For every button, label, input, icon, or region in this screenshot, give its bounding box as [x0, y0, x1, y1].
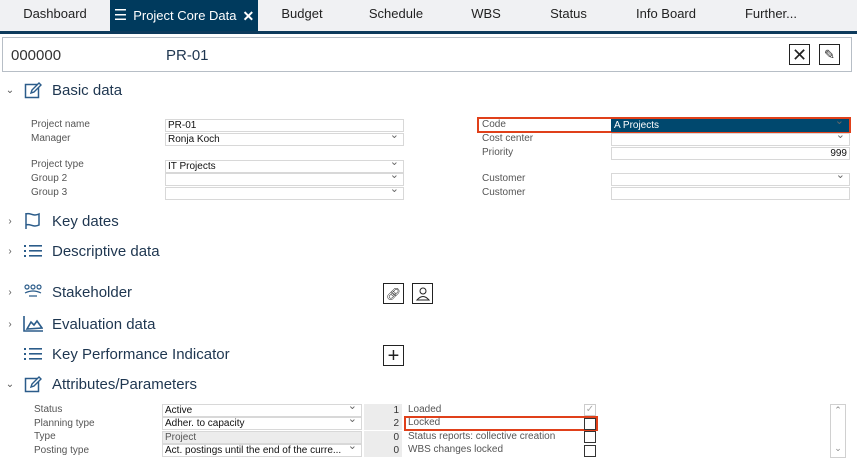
tab-info-board[interactable]: Info Board	[636, 6, 696, 21]
chevron-right-icon[interactable]: ›	[8, 286, 12, 298]
list-icon	[23, 243, 43, 259]
code-select[interactable]: A Projects	[611, 116, 849, 132]
people-icon	[23, 284, 43, 300]
link-icon: 🔗︎	[385, 286, 402, 301]
project-name-input[interactable]: PR-01	[165, 119, 404, 132]
person-button[interactable]	[412, 283, 433, 304]
label-status-reports: Status reports: collective creation	[408, 431, 556, 442]
label-project-type: Project type	[31, 159, 84, 170]
project-number: 000000	[11, 47, 62, 64]
label-cost-center: Cost center	[482, 133, 534, 144]
project-header: 000000 PR-01 ✕ ✎	[2, 37, 852, 72]
type-field: Project	[162, 431, 362, 444]
project-type-select[interactable]: IT Projects	[165, 157, 404, 173]
edit-icon	[23, 375, 43, 393]
plus-icon: +	[387, 344, 400, 367]
loaded-checkbox[interactable]: ✓	[584, 404, 596, 416]
tab-wbs[interactable]: WBS	[471, 6, 501, 21]
status-number: 1	[364, 404, 402, 417]
list-icon	[23, 346, 43, 362]
posting-type-select[interactable]: Act. postings until the end of the curre…	[162, 444, 362, 457]
priority-input[interactable]: 999	[611, 147, 850, 160]
group-2-select[interactable]	[165, 170, 404, 186]
code-highlight	[477, 117, 851, 133]
cost-center-select[interactable]	[611, 130, 850, 146]
add-kpi-button[interactable]: +	[383, 345, 404, 366]
manager-select[interactable]: Ronja Koch	[165, 130, 404, 146]
person-icon	[415, 287, 430, 300]
section-title: Key dates	[52, 212, 119, 230]
flag-icon	[23, 212, 43, 230]
label-locked: Locked	[408, 417, 441, 428]
scrollbar[interactable]: ⌃ ⌄	[830, 404, 846, 458]
section-title: Descriptive data	[52, 242, 160, 260]
wbs-changes-locked-checkbox[interactable]	[584, 445, 596, 457]
scroll-down-icon[interactable]: ⌄	[834, 443, 842, 453]
cancel-button[interactable]: ✕	[789, 44, 810, 65]
tab-further[interactable]: Further...	[744, 6, 798, 21]
tab-budget[interactable]: Budget	[281, 6, 323, 21]
tab-project-core-data[interactable]: ☰ Project Core Data ✕	[110, 0, 258, 31]
label-type: Type	[34, 431, 56, 442]
tab-schedule[interactable]: Schedule	[368, 6, 424, 21]
label-project-name: Project name	[31, 119, 90, 130]
tab-bar: Dashboard ☰ Project Core Data ✕ Budget S…	[0, 0, 857, 34]
customer-input[interactable]	[611, 187, 850, 200]
link-button[interactable]: 🔗︎	[383, 283, 404, 304]
section-evaluation-data[interactable]: › Evaluation data	[0, 314, 155, 334]
type-number: 0	[364, 431, 402, 444]
chevron-down-icon[interactable]: ⌄	[5, 378, 15, 390]
planning-type-number: 2	[364, 417, 402, 430]
section-title: Basic data	[52, 81, 123, 99]
tab-status[interactable]: Status	[550, 6, 587, 21]
section-title: Evaluation data	[52, 315, 156, 333]
section-stakeholder[interactable]: › Stakeholder	[0, 282, 132, 302]
locked-highlight	[404, 416, 598, 431]
tab-dashboard[interactable]: Dashboard	[23, 6, 87, 21]
label-planning-type: Planning type	[34, 418, 95, 429]
label-wbs-changes-locked: WBS changes locked	[408, 444, 504, 455]
section-title: Key Performance Indicator	[52, 345, 230, 363]
status-reports-checkbox[interactable]	[584, 431, 596, 443]
section-descriptive-data[interactable]: › Descriptive data	[0, 241, 160, 261]
section-key-dates[interactable]: › Key dates	[0, 211, 119, 231]
edit-icon	[23, 81, 43, 99]
edit-button[interactable]: ✎	[819, 44, 840, 65]
chevron-right-icon[interactable]: ›	[8, 245, 12, 257]
label-customer: Customer	[482, 173, 526, 184]
scroll-up-icon[interactable]: ⌃	[834, 405, 842, 415]
group-3-select[interactable]	[165, 184, 404, 200]
label-code: Code	[482, 119, 506, 130]
label-group-2: Group 2	[31, 173, 68, 184]
status-select[interactable]: Active	[162, 401, 362, 417]
area-chart-icon	[23, 316, 43, 332]
section-title: Stakeholder	[52, 283, 133, 301]
label-customer-2: Customer	[482, 187, 526, 198]
label-posting-type: Posting type	[34, 445, 90, 456]
label-priority: Priority	[482, 147, 514, 158]
label-loaded: Loaded	[408, 404, 442, 415]
label-manager: Manager	[31, 133, 71, 144]
pencil-icon: ✎	[824, 46, 835, 62]
chevron-right-icon[interactable]: ›	[8, 215, 12, 227]
section-title: Attributes/Parameters	[52, 375, 198, 393]
section-basic-data[interactable]: ⌄ Basic data	[0, 80, 122, 100]
planning-type-select[interactable]: Adher. to capacity	[162, 414, 362, 430]
x-icon: ✕	[791, 44, 808, 65]
label-group-3: Group 3	[31, 187, 68, 198]
section-kpi[interactable]: Key Performance Indicator	[0, 344, 230, 364]
locked-checkbox[interactable]	[584, 418, 596, 430]
label-status: Status	[34, 404, 63, 415]
check-icon: ✓	[585, 404, 595, 415]
customer-select[interactable]	[611, 170, 850, 186]
section-attributes[interactable]: ⌄ Attributes/Parameters	[0, 374, 197, 394]
posting-type-number: 0	[364, 444, 402, 457]
menu-icon[interactable]: ☰	[113, 6, 128, 24]
tab-label: Project Core Data	[133, 7, 237, 23]
chevron-right-icon[interactable]: ›	[8, 318, 12, 330]
close-tab-icon[interactable]: ✕	[242, 7, 255, 24]
project-code: PR-01	[166, 47, 209, 64]
chevron-down-icon[interactable]: ⌄	[5, 84, 15, 96]
